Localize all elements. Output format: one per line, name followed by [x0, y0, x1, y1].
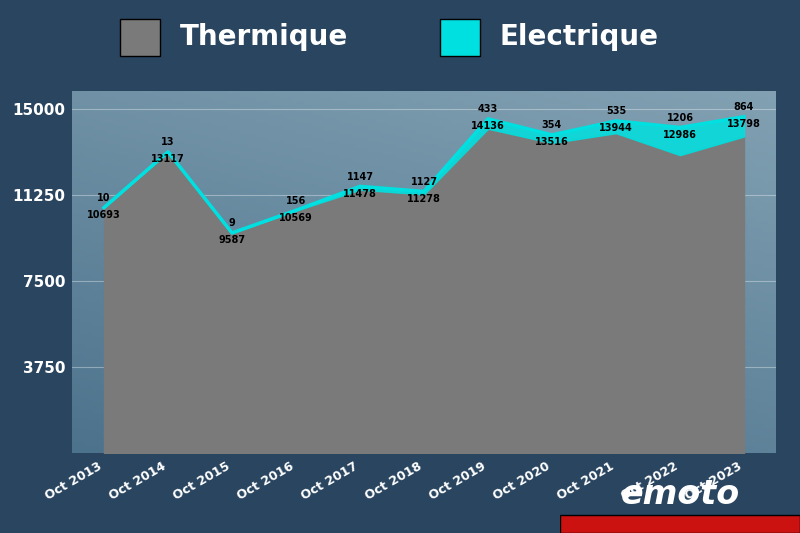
- Text: emoto: emoto: [621, 479, 739, 511]
- Text: 10: 10: [98, 193, 110, 203]
- Text: 13: 13: [162, 138, 174, 147]
- Text: 11278: 11278: [407, 193, 441, 204]
- Text: 1147: 1147: [346, 172, 374, 182]
- FancyBboxPatch shape: [120, 19, 160, 56]
- Text: 433: 433: [478, 104, 498, 114]
- Text: 10693: 10693: [87, 210, 121, 220]
- Text: Thermique: Thermique: [180, 23, 348, 51]
- Text: 13944: 13944: [599, 123, 633, 133]
- Text: Electrique: Electrique: [500, 23, 659, 51]
- Text: 1206: 1206: [666, 113, 694, 123]
- Text: 156: 156: [286, 196, 306, 206]
- Text: 1127: 1127: [410, 177, 438, 187]
- Text: 9587: 9587: [218, 235, 246, 245]
- Text: 10569: 10569: [279, 213, 313, 223]
- Text: 12986: 12986: [663, 130, 697, 140]
- Text: 535: 535: [606, 106, 626, 116]
- Text: 13798: 13798: [727, 119, 761, 129]
- Text: 354: 354: [542, 120, 562, 130]
- Text: 13117: 13117: [151, 154, 185, 164]
- Text: 11478: 11478: [343, 189, 377, 199]
- Text: 13516: 13516: [535, 137, 569, 147]
- FancyBboxPatch shape: [440, 19, 480, 56]
- FancyBboxPatch shape: [560, 515, 800, 533]
- Text: 9: 9: [229, 219, 235, 228]
- Text: 14136: 14136: [471, 121, 505, 131]
- Text: 864: 864: [734, 102, 754, 112]
